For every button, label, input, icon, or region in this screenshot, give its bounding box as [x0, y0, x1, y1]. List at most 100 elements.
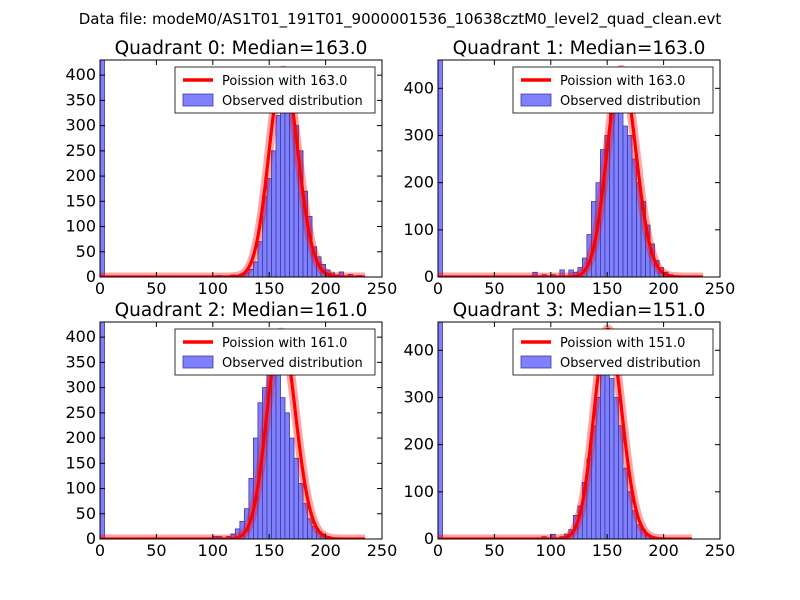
y-tick-label: 300: [65, 116, 96, 135]
x-tick-label: 250: [367, 541, 398, 560]
y-tick-label: 100: [65, 217, 96, 236]
axes-frame: [437, 321, 721, 540]
x-tick-label: 100: [536, 541, 567, 560]
y-tick-label: 0: [86, 267, 96, 286]
quadrant-title: Quadrant 3: Median=151.0: [453, 300, 706, 321]
y-tick-label: 100: [65, 479, 96, 498]
y-tick-label: 250: [65, 403, 96, 422]
y-tick-label: 250: [65, 141, 96, 160]
figure-suptitle: Data file: modeM0/AS1T01_191T01_90000015…: [79, 10, 722, 29]
y-tick-label: 150: [65, 453, 96, 472]
histogram-bar: [275, 367, 281, 539]
y-tick-label: 300: [403, 387, 434, 406]
histogram-bar: [438, 60, 443, 277]
histogram-bar: [293, 457, 299, 539]
y-tick-label: 100: [403, 220, 434, 239]
y-tick-label: 400: [403, 340, 434, 359]
legend-bar-swatch: [182, 355, 214, 369]
y-tick-label: 300: [403, 125, 434, 144]
legend-bar-label: Observed distribution: [560, 94, 701, 109]
y-tick-label: 350: [65, 90, 96, 109]
legend-bar-label: Observed distribution: [560, 356, 701, 371]
x-tick-label: 50: [484, 279, 504, 298]
x-tick-label: 150: [592, 541, 623, 560]
y-tick-label: 100: [403, 482, 434, 501]
histogram-bar: [289, 437, 295, 539]
legend-bar-label: Observed distribution: [222, 94, 363, 109]
legend-line-label: Poission with 161.0: [222, 336, 347, 351]
quadrant-1-chart: 0 50 100 150 200 250 0 100 200 300 400 Quadrant 1: …: [403, 38, 735, 298]
y-tick-label: 200: [65, 166, 96, 185]
y-tick-label: 350: [65, 352, 96, 371]
x-tick-label: 250: [705, 541, 736, 560]
histogram-bar: [559, 269, 565, 277]
histogram-bar: [618, 87, 624, 277]
x-tick-label: 150: [592, 279, 623, 298]
histogram-bar: [532, 271, 538, 277]
legend: Poission with 161.0 Observed distribution: [174, 328, 376, 376]
quadrant-title: Quadrant 0: Median=163.0: [115, 38, 368, 59]
x-tick-label: 200: [310, 541, 341, 560]
histogram-bar: [438, 322, 443, 539]
y-tick-label: 200: [65, 428, 96, 447]
legend-line-label: Poission with 163.0: [222, 74, 347, 89]
legend-line-label: Poission with 151.0: [560, 336, 685, 351]
y-tick-label: 50: [76, 242, 96, 261]
x-tick-label: 200: [648, 541, 679, 560]
y-tick-label: 0: [424, 267, 434, 286]
legend-bar-label: Observed distribution: [222, 356, 363, 371]
legend-bar-swatch: [182, 93, 214, 107]
histogram-bar: [271, 150, 277, 277]
histogram-bar: [280, 92, 286, 277]
y-tick-label: 150: [65, 191, 96, 210]
quadrant-title: Quadrant 1: Median=163.0: [453, 38, 706, 59]
x-tick-label: 100: [198, 541, 229, 560]
histogram-bar: [622, 125, 628, 277]
x-tick-label: 0: [433, 279, 443, 298]
y-tick-label: 200: [403, 173, 434, 192]
quadrant-0-chart: 0 50 100 150 200 250 0 50 100 150 200 250 300 350 400 Q…: [65, 38, 397, 298]
x-tick-label: 0: [433, 541, 443, 560]
legend: Poission with 151.0 Observed distribution: [512, 328, 714, 376]
legend-line-label: Poission with 163.0: [560, 74, 685, 89]
quadrant-3-chart: 0 50 100 150 200 250 0 100 200 300 400 Quadrant 3: …: [403, 300, 735, 560]
quadrant-2-chart: 0 50 100 150 200 250 0 50 100 150 200 250 300 350 400 Q…: [65, 300, 397, 560]
x-tick-label: 200: [648, 279, 679, 298]
legend-bar-swatch: [520, 93, 552, 107]
plot-area: [438, 322, 696, 539]
legend: Poission with 163.0 Observed distribution: [512, 66, 714, 114]
x-tick-label: 50: [146, 279, 166, 298]
legend-bar-swatch: [520, 355, 552, 369]
y-tick-label: 50: [76, 504, 96, 523]
y-tick-label: 0: [424, 529, 434, 548]
y-tick-label: 400: [65, 327, 96, 346]
histogram-bar: [338, 271, 345, 277]
x-tick-label: 150: [254, 541, 285, 560]
x-tick-label: 250: [705, 279, 736, 298]
x-tick-label: 0: [95, 541, 105, 560]
histogram-bar: [627, 135, 633, 277]
histogram-bar: [280, 397, 286, 539]
axes-frame: [99, 321, 383, 540]
axes-frame: [99, 59, 383, 278]
y-tick-label: 0: [86, 529, 96, 548]
y-tick-label: 300: [65, 378, 96, 397]
histogram-bar: [100, 322, 105, 539]
x-tick-label: 0: [95, 279, 105, 298]
legend: Poission with 163.0 Observed distribution: [174, 66, 376, 114]
x-tick-label: 150: [254, 279, 285, 298]
y-tick-label: 200: [403, 435, 434, 454]
histogram-bar: [613, 397, 619, 539]
x-tick-label: 100: [198, 279, 229, 298]
quadrant-title: Quadrant 2: Median=161.0: [115, 300, 368, 321]
histogram-bar: [275, 115, 281, 277]
axes-frame: [437, 59, 721, 278]
histogram-bar: [100, 60, 105, 277]
x-tick-label: 250: [367, 279, 398, 298]
histogram-bar: [284, 412, 290, 539]
x-tick-label: 100: [536, 279, 567, 298]
x-tick-label: 50: [146, 541, 166, 560]
poisson-curve: [438, 327, 693, 539]
histogram-bar: [609, 378, 615, 539]
